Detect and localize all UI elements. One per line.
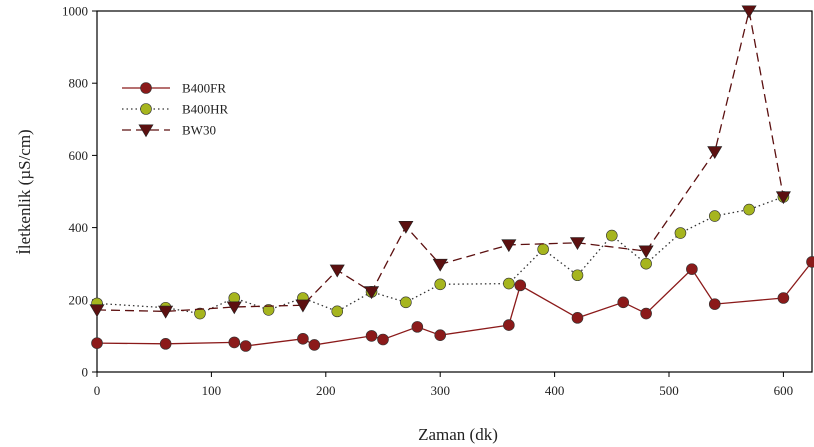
data-point-bw30	[741, 5, 757, 19]
plot-frame	[96, 10, 813, 373]
data-point-bw30	[398, 220, 414, 234]
data-point-bw30	[432, 258, 448, 272]
legend-marker-b400hr	[140, 103, 152, 115]
data-point-bw30	[295, 299, 311, 313]
x-tick-label: 0	[94, 383, 101, 398]
data-point-bw30	[707, 146, 723, 160]
data-point-b400fr	[365, 330, 378, 342]
data-point-b400hr	[331, 305, 344, 318]
data-point-b400fr	[91, 337, 103, 349]
legend-marker-bw30	[138, 124, 154, 138]
data-point-b400fr	[434, 329, 447, 341]
data-point-b400hr	[674, 227, 687, 239]
legend: B400FR B400HR BW30	[122, 81, 229, 138]
data-point-b400hr	[640, 257, 652, 270]
data-point-bw30	[226, 301, 242, 315]
data-point-b400fr	[806, 256, 814, 268]
series-layer	[89, 5, 814, 352]
x-tick-label: 600	[774, 383, 794, 398]
data-point-b400hr	[262, 304, 275, 316]
series-line-bw30	[96, 10, 785, 313]
data-point-bw30	[89, 304, 105, 318]
data-point-b400hr	[194, 307, 206, 320]
series-b400fr	[91, 256, 814, 352]
legend-label-b400hr: B400HR	[182, 102, 229, 117]
data-point-b400hr	[743, 203, 755, 216]
x-tick-label: 200	[316, 383, 336, 398]
data-point-bw30	[638, 245, 654, 259]
data-point-bw30	[329, 264, 345, 278]
y-tick-label: 400	[69, 220, 89, 235]
x-tick-label: 100	[202, 383, 222, 398]
legend-label-b400fr: B400FR	[182, 81, 226, 96]
data-point-b400fr	[377, 333, 389, 346]
x-tick-label: 500	[659, 383, 679, 398]
series-line-b400fr	[96, 261, 813, 347]
data-point-bw30	[569, 237, 586, 251]
x-axis-label: Zaman (dk)	[418, 425, 498, 444]
data-point-b400fr	[411, 321, 424, 333]
legend-label-bw30: BW30	[182, 123, 216, 138]
data-point-b400hr	[605, 229, 618, 242]
data-point-b400fr	[708, 298, 721, 310]
legend-item-b400hr: B400HR	[122, 102, 229, 117]
data-point-b400fr	[514, 279, 527, 292]
legend-marker-b400fr	[140, 82, 152, 94]
data-point-bw30	[775, 191, 791, 205]
data-point-b400fr	[239, 340, 252, 352]
x-tick-label: 400	[545, 383, 565, 398]
data-point-b400fr	[777, 292, 790, 304]
data-point-b400fr	[308, 339, 321, 351]
y-axis-label: İletkenlik (µS/cm)	[15, 129, 34, 254]
data-point-b400fr	[228, 336, 241, 349]
data-point-b400hr	[708, 210, 721, 222]
axes: 0 100 200 300 400 500 600 0 200 400 600 800 1000	[62, 4, 813, 398]
series-bw30	[89, 5, 791, 319]
series-line-b400hr	[96, 196, 784, 315]
data-point-b400fr	[571, 312, 584, 324]
data-point-b400hr	[571, 269, 584, 282]
data-point-bw30	[158, 305, 174, 319]
y-tick-label: 600	[69, 148, 89, 163]
data-point-b400fr	[297, 332, 309, 345]
data-point-b400fr	[159, 338, 172, 350]
data-point-b400fr	[617, 296, 630, 309]
data-point-b400fr	[503, 319, 515, 331]
y-tick-label: 0	[82, 365, 89, 380]
series-b400hr	[91, 191, 790, 320]
data-point-b400hr	[537, 243, 549, 256]
data-point-b400fr	[640, 307, 652, 320]
y-tick-label: 800	[69, 76, 89, 91]
legend-item-b400fr: B400FR	[122, 81, 226, 96]
data-point-b400hr	[434, 278, 447, 291]
legend-item-bw30: BW30	[122, 123, 216, 138]
y-tick-label: 200	[69, 292, 89, 307]
x-tick-label: 300	[430, 383, 450, 398]
data-point-b400hr	[503, 277, 515, 290]
data-point-bw30	[364, 286, 380, 300]
data-point-bw30	[501, 239, 517, 253]
data-point-b400hr	[400, 296, 412, 309]
y-tick-label: 1000	[62, 4, 88, 19]
data-point-b400fr	[686, 263, 698, 275]
